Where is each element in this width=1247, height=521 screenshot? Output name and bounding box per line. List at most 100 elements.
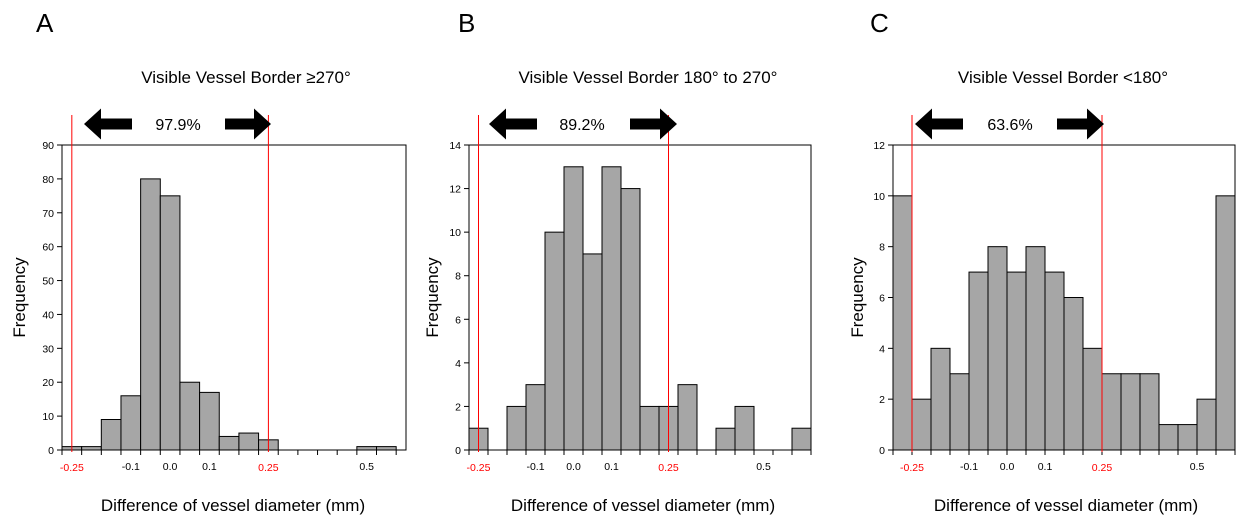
panel-c-bar [1139, 373, 1160, 451]
panel-b-bar [620, 188, 641, 451]
panel-a-bar [120, 395, 142, 451]
panel-b-x-tick-label: 0.5 [756, 461, 771, 473]
panel-b-title: Visible Vessel Border 180° to 270° [518, 68, 777, 87]
panel-c-within-percent: 63.6% [987, 117, 1032, 134]
panel-c-cutoff-label: 0.25 [1092, 462, 1113, 474]
panel-b-within-percent: 89.2% [559, 117, 604, 134]
panel-c-bar [968, 271, 989, 451]
panel-b-bar [715, 427, 736, 451]
panel-c-bar [1006, 271, 1027, 451]
panel-c-x-tick-label: 0.5 [1190, 461, 1205, 473]
panel-a: A Visible Vessel Border ≥270° 0 10 20 30 40 50 6… [10, 8, 407, 515]
panel-b-y-tick-label: 10 [449, 227, 461, 239]
panel-b-cutoff-label: 0.25 [658, 462, 679, 474]
panel-a-y-axis-label: Frequency [10, 257, 29, 338]
panel-a-bar [100, 419, 122, 451]
panel-a-y-tick-label: 20 [42, 377, 54, 389]
panel-b-bar [544, 231, 565, 451]
panel-a-bar [159, 195, 181, 451]
panel-c-x-tick-label: -0.1 [960, 461, 978, 473]
panel-b-bar [582, 253, 603, 451]
panel-a-y-tick-label: 60 [42, 242, 54, 254]
panel-c-bar [892, 195, 913, 451]
panel-b-bar [601, 166, 622, 451]
panel-c-bar [1063, 297, 1084, 451]
panel-a-bar [218, 435, 240, 451]
panel-a-y-tick-label: 10 [42, 411, 54, 423]
panel-b-y-tick-label: 0 [455, 445, 461, 457]
panel-a-x-tick-label: 0.5 [359, 461, 374, 473]
panel-a-title: Visible Vessel Border ≥270° [141, 68, 351, 87]
panel-c-letter: C [870, 8, 889, 38]
panel-c-bar [949, 373, 970, 451]
panel-b-y-tick-label: 12 [449, 184, 461, 196]
panel-b-left-arrow-icon [489, 108, 537, 140]
panel-a-x-tick-label: -0.1 [122, 461, 140, 473]
panel-c-y-tick-label: 12 [873, 140, 885, 152]
panel-c-y-tick-label: 4 [879, 343, 885, 355]
panel-c-bar [911, 398, 932, 451]
panel-a-cutoff-label: -0.25 [60, 462, 84, 474]
panel-b-x-tick-label: 0.1 [604, 461, 619, 473]
panel-b-x-axis-label: Difference of vessel diameter (mm) [511, 496, 775, 515]
panel-c-bar [930, 347, 951, 451]
panel-c-bar [1025, 246, 1046, 451]
panel-a-x-tick-label: 0.1 [202, 461, 217, 473]
panel-c-y-tick-label: 10 [873, 191, 885, 203]
panel-a-bar [81, 446, 102, 451]
panel-a-letter: A [36, 8, 54, 38]
panel-b-letter: B [458, 8, 475, 38]
panel-c-bar [987, 246, 1008, 451]
panel-a-right-arrow-icon [225, 108, 271, 140]
panel-c-right-arrow-icon [1057, 108, 1104, 140]
panel-a-bar [238, 432, 260, 451]
panel-c-x-tick-label: 0.1 [1038, 461, 1053, 473]
panel-c-bar [1120, 373, 1141, 451]
panel-c-title: Visible Vessel Border <180° [958, 68, 1168, 87]
panel-b-bar [639, 405, 660, 451]
panel-b-bar [563, 166, 584, 451]
panel-a-within-percent: 97.9% [155, 117, 200, 134]
panel-c-cutoff-label: -0.25 [900, 462, 924, 474]
panel-c-bar [1177, 424, 1198, 451]
panel-c-y-axis-label: Frequency [848, 257, 867, 338]
panel-c-bar [1101, 373, 1122, 451]
panel-a-x-axis-label: Difference of vessel diameter (mm) [101, 496, 365, 515]
panel-c-y-tick-label: 2 [879, 394, 885, 406]
panel-b-y-tick-label: 14 [449, 140, 461, 152]
panel-b-y-tick-label: 8 [455, 271, 461, 283]
panel-c: C Visible Vessel Border <180° 0 2 4 6 8 10 12 -0.… [848, 8, 1236, 515]
panel-a-bar [140, 178, 161, 451]
panel-b-y-tick-label: 2 [455, 401, 461, 413]
panel-a-plot-frame [61, 144, 407, 451]
panel-a-bar [199, 391, 220, 451]
panel-c-bar [1196, 398, 1217, 451]
panel-a-y-tick-label: 0 [48, 445, 54, 457]
panel-a-y-tick-label: 40 [42, 309, 54, 321]
panel-b-bar [525, 384, 546, 451]
panel-c-bar [1215, 195, 1236, 451]
panel-b-bar [734, 405, 755, 451]
panel-a-y-tick-label: 80 [42, 174, 54, 186]
panel-b: B Visible Vessel Border 180° to 270° 0 2 4 6 8… [423, 8, 812, 515]
panel-a-cutoff-label: 0.25 [258, 462, 279, 474]
panel-b-bar [677, 384, 698, 451]
panel-c-x-axis-label: Difference of vessel diameter (mm) [934, 496, 1198, 515]
panel-b-x-tick-label: 0.0 [566, 461, 581, 473]
panel-b-bar [791, 427, 812, 451]
panel-c-bar [1044, 271, 1065, 451]
panel-a-y-tick-label: 70 [42, 208, 54, 220]
panel-c-left-arrow-icon [915, 108, 963, 140]
panel-a-y-tick-label: 90 [42, 140, 54, 152]
panel-a-bar [376, 446, 397, 451]
panel-a-x-tick-label: 0.0 [163, 461, 178, 473]
panel-b-cutoff-label: -0.25 [467, 462, 491, 474]
panel-a-y-tick-label: 30 [42, 343, 54, 355]
panel-b-bar [506, 405, 527, 451]
panel-a-left-arrow-icon [84, 108, 132, 140]
panel-b-x-tick-label: -0.1 [526, 461, 544, 473]
panel-b-y-axis-label: Frequency [423, 257, 442, 338]
panel-a-y-tick-label: 50 [42, 276, 54, 288]
panel-c-y-tick-label: 8 [879, 242, 885, 254]
